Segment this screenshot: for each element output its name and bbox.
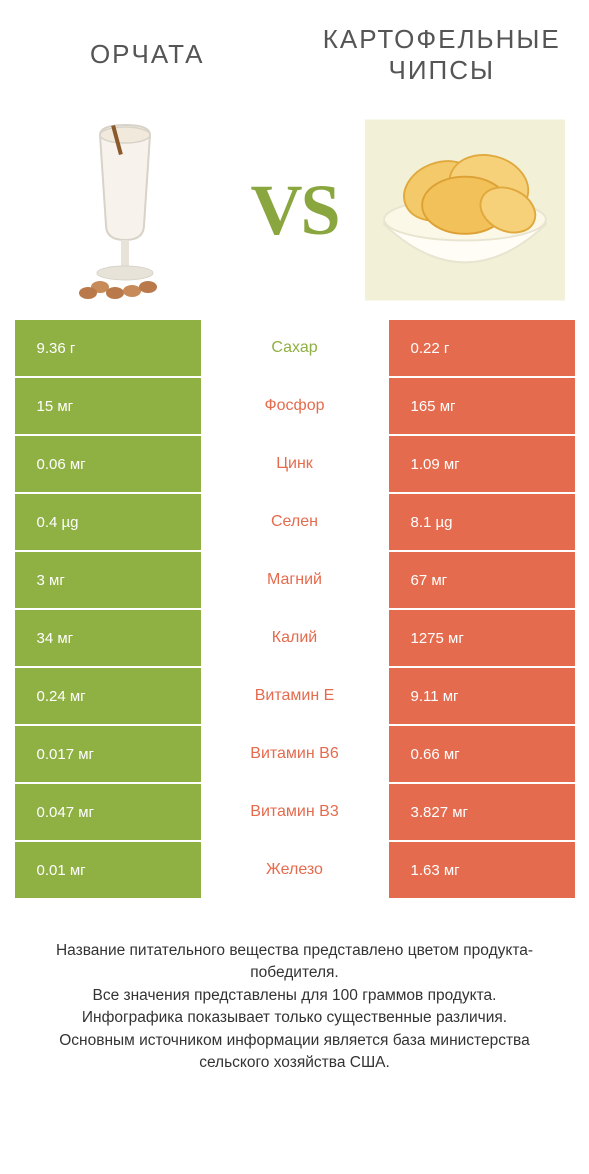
- nutrient-label: Витамин B3: [201, 784, 389, 840]
- right-value: 67 мг: [389, 552, 575, 608]
- right-product-title: КАРТОФЕЛЬНЫЕ ЧИПСЫ: [295, 24, 589, 86]
- table-row: 3 мгМагний67 мг: [15, 552, 575, 610]
- right-product-image: [365, 115, 565, 305]
- table-row: 0.047 мгВитамин B33.827 мг: [15, 784, 575, 842]
- footer-line: Все значения представлены для 100 граммо…: [25, 985, 565, 1007]
- table-row: 0.01 мгЖелезо1.63 мг: [15, 842, 575, 900]
- left-value: 3 мг: [15, 552, 201, 608]
- right-value: 3.827 мг: [389, 784, 575, 840]
- table-row: 15 мгФосфор165 мг: [15, 378, 575, 436]
- left-value: 9.36 г: [15, 320, 201, 376]
- table-row: 0.24 мгВитамин E9.11 мг: [15, 668, 575, 726]
- nutrient-label: Железо: [201, 842, 389, 898]
- nutrient-label: Калий: [201, 610, 389, 666]
- right-value: 1.63 мг: [389, 842, 575, 898]
- right-value: 8.1 µg: [389, 494, 575, 550]
- table-row: 34 мгКалий1275 мг: [15, 610, 575, 668]
- hero-row: VS: [0, 110, 589, 310]
- nutrient-label: Сахар: [201, 320, 389, 376]
- right-value: 1275 мг: [389, 610, 575, 666]
- footer-line: Инфографика показывает только существенн…: [25, 1007, 565, 1029]
- left-value: 0.06 мг: [15, 436, 201, 492]
- nutrient-label: Селен: [201, 494, 389, 550]
- nutrient-label: Витамин E: [201, 668, 389, 724]
- left-value: 0.047 мг: [15, 784, 201, 840]
- table-row: 9.36 гСахар0.22 г: [15, 320, 575, 378]
- left-product-title: ОРЧАТА: [0, 39, 295, 70]
- footer-line: Название питательного вещества представл…: [25, 940, 565, 985]
- table-row: 0.06 мгЦинк1.09 мг: [15, 436, 575, 494]
- left-value: 0.017 мг: [15, 726, 201, 782]
- nutrition-table: 9.36 гСахар0.22 г15 мгФосфор165 мг0.06 м…: [15, 320, 575, 900]
- footer-line: Основным источником информации является …: [25, 1030, 565, 1075]
- right-value: 0.66 мг: [389, 726, 575, 782]
- table-row: 0.017 мгВитамин B60.66 мг: [15, 726, 575, 784]
- chips-icon: [365, 115, 565, 305]
- left-value: 0.01 мг: [15, 842, 201, 898]
- left-product-image: [25, 115, 225, 305]
- vs-label: VS: [225, 169, 365, 252]
- right-value: 9.11 мг: [389, 668, 575, 724]
- table-row: 0.4 µgСелен8.1 µg: [15, 494, 575, 552]
- left-value: 0.24 мг: [15, 668, 201, 724]
- right-value: 0.22 г: [389, 320, 575, 376]
- nutrient-label: Цинк: [201, 436, 389, 492]
- horchata-icon: [40, 115, 210, 305]
- footer-notes: Название питательного вещества представл…: [25, 940, 565, 1075]
- right-value: 1.09 мг: [389, 436, 575, 492]
- comparison-infographic: ОРЧАТА КАРТОФЕЛЬНЫЕ ЧИПСЫ VS: [0, 0, 589, 1075]
- left-value: 34 мг: [15, 610, 201, 666]
- titles-row: ОРЧАТА КАРТОФЕЛЬНЫЕ ЧИПСЫ: [0, 0, 589, 110]
- right-value: 165 мг: [389, 378, 575, 434]
- nutrient-label: Магний: [201, 552, 389, 608]
- nutrient-label: Фосфор: [201, 378, 389, 434]
- left-value: 0.4 µg: [15, 494, 201, 550]
- nutrient-label: Витамин B6: [201, 726, 389, 782]
- left-value: 15 мг: [15, 378, 201, 434]
